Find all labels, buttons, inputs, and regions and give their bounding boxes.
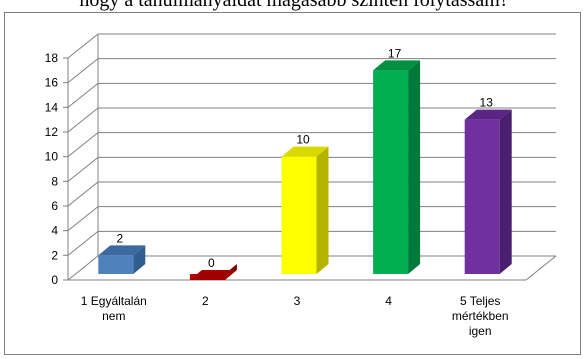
x-category-label: igen: [469, 324, 492, 338]
bar: [281, 156, 317, 274]
y-tick-label: 6: [51, 199, 58, 213]
grid-line-diagonal: [67, 107, 99, 133]
floor-edge: [525, 255, 557, 281]
y-tick-label: 8: [51, 174, 58, 188]
axes: [63, 34, 557, 281]
bar-top: [464, 109, 512, 120]
bar-side: [316, 146, 329, 274]
data-label: 13: [480, 96, 494, 110]
x-category-label: 1 Egyáltalán: [81, 294, 147, 308]
bar: [373, 70, 409, 274]
bar: [98, 255, 134, 274]
x-category-label: 2: [202, 294, 209, 308]
grid-line-diagonal: [67, 255, 99, 281]
x-category-label: 3: [294, 294, 301, 308]
grid-line-diagonal: [67, 58, 99, 84]
y-tick-label: 16: [45, 76, 59, 90]
chart-title: hogy a tanulmányaidat magasabb szinten f…: [79, 0, 509, 11]
y-tick-label: 0: [51, 273, 58, 287]
grid-line-diagonal: [67, 33, 99, 59]
bar-top: [189, 270, 237, 280]
y-tick-label: 4: [51, 224, 58, 238]
x-category-label: nem: [102, 309, 125, 323]
y-tick-label: 12: [45, 125, 59, 139]
grid-line-diagonal: [67, 132, 99, 158]
bar-side: [499, 109, 512, 275]
data-label: 10: [296, 133, 310, 147]
bar: [464, 119, 500, 275]
y-tick-label: 2: [51, 248, 58, 262]
y-tick-label: 14: [45, 100, 59, 114]
y-tick-label: 18: [45, 51, 59, 65]
grid-line-diagonal: [67, 82, 99, 108]
bar-top: [281, 146, 329, 157]
y-tick-label: 10: [45, 150, 59, 164]
bar-side: [133, 245, 146, 274]
x-category-label: 5 Teljes: [460, 294, 500, 308]
chart-frame: [4, 12, 581, 355]
bar-side: [408, 60, 421, 275]
data-label: 2: [116, 231, 123, 245]
grid-line-diagonal: [67, 156, 99, 182]
x-category-label: 4: [385, 294, 392, 308]
bars: [98, 60, 512, 280]
bar-top: [98, 245, 146, 256]
grid-line-diagonal: [67, 230, 99, 256]
data-label: 0: [208, 256, 215, 270]
bar-top: [373, 60, 421, 71]
x-category-label: mértékben: [452, 309, 509, 323]
grid-line-diagonal: [67, 181, 99, 207]
data-label: 17: [388, 46, 402, 60]
grid-line-diagonal: [67, 206, 99, 232]
